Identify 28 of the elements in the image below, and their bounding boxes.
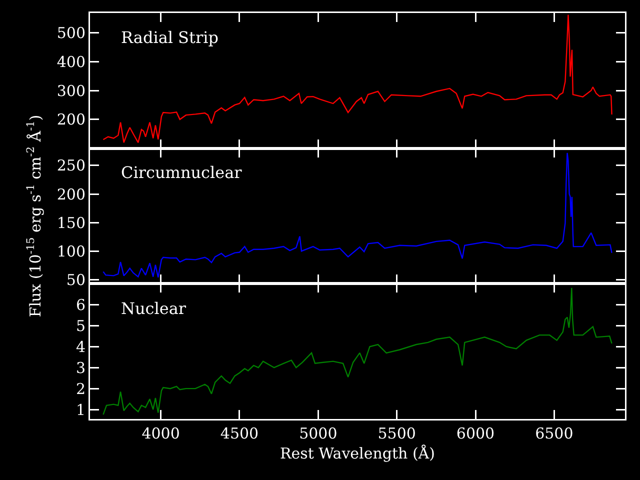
y-tick-label: 100 xyxy=(56,242,86,260)
y-tick-label: 250 xyxy=(56,156,86,175)
x-tick-label: 6500 xyxy=(535,424,574,442)
x-axis-title: Rest Wavelength (Å) xyxy=(280,444,436,462)
y-tick-label: 5 xyxy=(76,316,86,335)
x-tick-label: 4000 xyxy=(142,424,180,442)
text: Nuclear xyxy=(121,299,186,318)
y-tick-label: 200 xyxy=(56,110,86,129)
y-tick-label: 4 xyxy=(76,338,86,356)
x-tick-label: 5000 xyxy=(299,424,338,442)
y-tick-label: 500 xyxy=(56,24,86,42)
line-series xyxy=(102,14,612,144)
text: Circumnuclear xyxy=(121,163,242,182)
y-tick-label: 1 xyxy=(76,400,86,419)
x-tick-label: 5500 xyxy=(378,424,416,442)
y-tick-label: 6 xyxy=(76,296,86,314)
y-tick-label: 300 xyxy=(56,82,86,100)
line-series xyxy=(102,152,612,278)
y-tick-label: 3 xyxy=(76,358,86,377)
y-tick-label: 2 xyxy=(76,380,86,398)
y-tick-label: 50 xyxy=(66,270,86,289)
y-tick-label: 150 xyxy=(56,214,86,232)
y-tick-label: 200 xyxy=(56,185,86,204)
line-series xyxy=(102,287,612,416)
text: Radial Strip xyxy=(121,28,218,47)
y-tick-label: 400 xyxy=(56,52,86,71)
x-tick-label: 6000 xyxy=(456,424,495,442)
x-tick-label: 4500 xyxy=(220,424,259,442)
